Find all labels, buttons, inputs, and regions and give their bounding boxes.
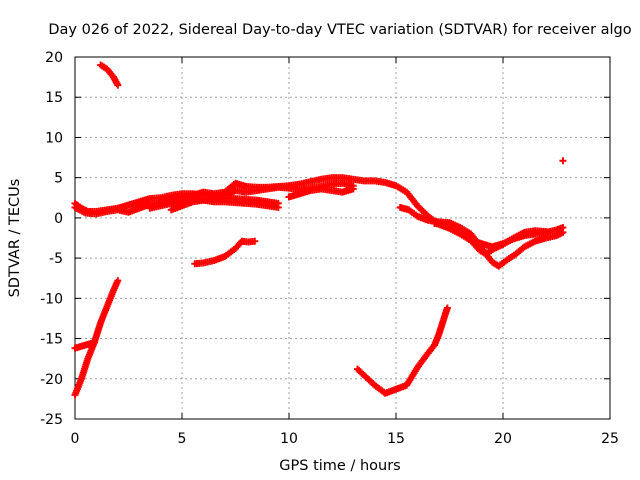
data-point [274, 203, 282, 211]
data-point [542, 228, 550, 236]
data-point [251, 237, 259, 245]
x-tick-label: 5 [178, 431, 187, 447]
x-tick-label: 10 [280, 431, 298, 447]
y-tick-label: -25 [40, 412, 63, 428]
y-tick-label: 10 [45, 130, 63, 146]
data-point [443, 304, 451, 312]
y-tick-label: 15 [45, 90, 63, 106]
data-points [71, 61, 567, 399]
chart-title: Day 026 of 2022, Sidereal Day-to-day VTE… [48, 22, 631, 38]
y-tick-label: 20 [45, 50, 63, 66]
axis-ticks [74, 56, 611, 420]
y-axis-label: SDTVAR / TECUs [7, 179, 23, 298]
x-tick-label: 15 [387, 431, 405, 447]
y-tick-label: 0 [54, 211, 63, 227]
x-tick-labels: 0 5 10 15 20 25 [71, 431, 619, 447]
x-tick-label: 20 [494, 431, 512, 447]
y-tick-label: -10 [40, 291, 63, 307]
data-point [114, 81, 122, 89]
y-tick-label: 5 [54, 171, 63, 187]
data-point [559, 228, 567, 236]
data-point [114, 277, 122, 285]
y-tick-label: -20 [40, 372, 63, 388]
x-tick-label: 0 [71, 431, 80, 447]
y-tick-labels: 20 15 10 5 0 -5 -10 -15 -20 -25 [40, 50, 63, 428]
y-tick-label: -15 [40, 332, 63, 348]
data-point [90, 339, 98, 347]
plot-frame [74, 56, 611, 420]
y-tick-label: -5 [49, 251, 63, 267]
x-axis-label: GPS time / hours [279, 458, 400, 474]
data-point [349, 185, 357, 193]
x-tick-label: 25 [601, 431, 619, 447]
data-point [559, 157, 567, 165]
grid [75, 57, 610, 419]
